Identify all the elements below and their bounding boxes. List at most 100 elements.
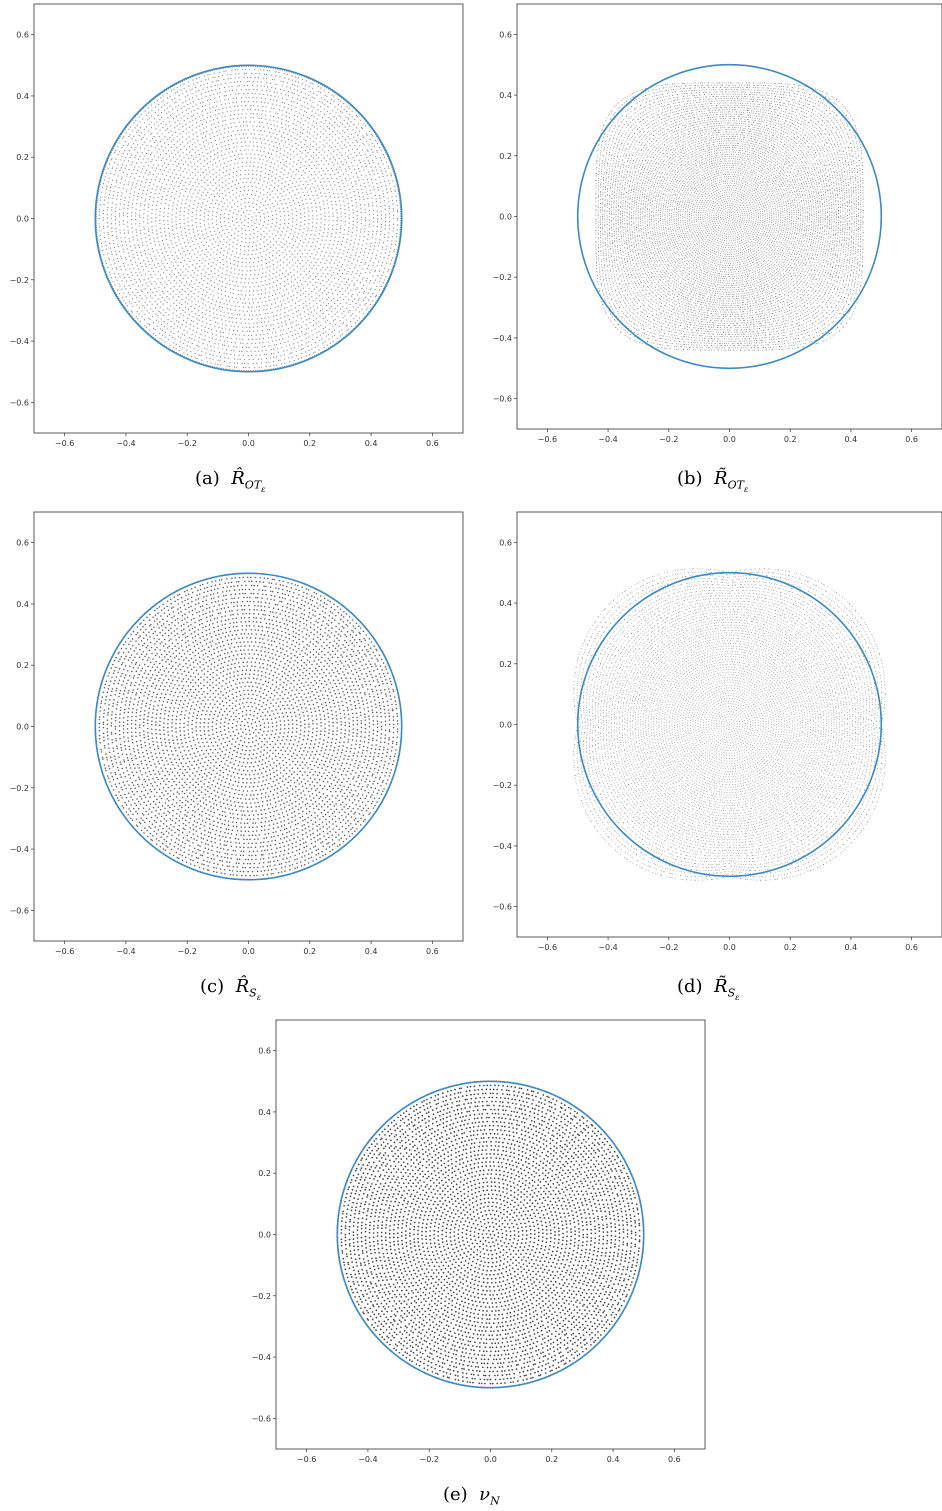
- data-point: [308, 132, 311, 134]
- data-point: [280, 122, 283, 124]
- data-point: [388, 224, 391, 226]
- data-point: [265, 325, 267, 327]
- data-point: [153, 136, 155, 138]
- data-point: [173, 169, 175, 171]
- data-point: [312, 284, 314, 286]
- data-point: [329, 252, 331, 254]
- data-point: [175, 261, 177, 263]
- data-point: [244, 149, 246, 151]
- data-point: [362, 196, 365, 198]
- x-tick-label-a: −0.2: [177, 439, 196, 448]
- data-point: [151, 225, 153, 227]
- data-point: [190, 290, 192, 292]
- data-point: [137, 291, 139, 293]
- data-point: [383, 196, 385, 198]
- data-point: [192, 316, 194, 318]
- data-point: [277, 185, 280, 187]
- data-point: [255, 253, 257, 255]
- data-point: [172, 265, 175, 267]
- data-point: [279, 283, 281, 285]
- data-point: [340, 188, 342, 190]
- data-point: [210, 203, 212, 205]
- data-point: [284, 311, 286, 314]
- data-point: [207, 268, 209, 270]
- data-point: [362, 142, 364, 144]
- data-point: [292, 171, 294, 173]
- data-point: [185, 281, 188, 283]
- data-point: [252, 330, 255, 332]
- data-point: [118, 292, 121, 295]
- data-point: [183, 184, 185, 186]
- data-point: [368, 219, 371, 221]
- data-point: [265, 208, 267, 210]
- data-point: [370, 166, 372, 168]
- data-point: [205, 241, 208, 244]
- data-point: [313, 97, 315, 99]
- data-point: [172, 337, 174, 339]
- data-point: [245, 290, 247, 292]
- data-point: [284, 136, 286, 139]
- data-point: [178, 114, 180, 116]
- data-point: [159, 178, 161, 180]
- data-point: [382, 261, 384, 264]
- data-point: [269, 291, 271, 293]
- data-point: [244, 101, 246, 103]
- data-point: [240, 199, 243, 201]
- data-point: [160, 301, 162, 303]
- data-point: [312, 120, 315, 122]
- data-point: [328, 215, 330, 218]
- data-point: [392, 203, 394, 205]
- data-point: [144, 325, 146, 327]
- data-point: [332, 243, 334, 245]
- data-point: [393, 214, 395, 217]
- data-point: [342, 196, 344, 198]
- data-point: [209, 258, 211, 261]
- data-point: [303, 128, 305, 131]
- data-point: [292, 165, 294, 167]
- data-point: [199, 129, 201, 131]
- data-point: [347, 142, 349, 144]
- data-point: [166, 194, 168, 197]
- data-point: [301, 104, 303, 107]
- data-point: [259, 69, 261, 71]
- data-point: [151, 212, 153, 215]
- data-point: [325, 160, 327, 162]
- data-point: [190, 351, 192, 353]
- data-point: [151, 209, 153, 211]
- data-point: [314, 346, 316, 348]
- data-point: [259, 243, 261, 245]
- data-point: [218, 138, 221, 140]
- data-point: [169, 176, 171, 178]
- data-point: [315, 254, 317, 256]
- data-point: [189, 140, 191, 142]
- data-point: [300, 289, 302, 291]
- data-point: [243, 185, 245, 188]
- data-point: [356, 221, 358, 223]
- data-point: [170, 90, 173, 92]
- data-point: [254, 310, 256, 312]
- data-point: [202, 269, 204, 271]
- data-point: [187, 239, 189, 241]
- data-point: [269, 148, 271, 150]
- data-point: [209, 94, 211, 96]
- data-point: [140, 114, 142, 116]
- data-point: [136, 265, 138, 267]
- data-point: [187, 277, 189, 279]
- data-point: [133, 195, 135, 197]
- data-point: [125, 296, 127, 298]
- data-point: [301, 357, 303, 359]
- data-point: [164, 231, 166, 233]
- data-point: [302, 232, 304, 234]
- data-point: [228, 178, 230, 180]
- data-point: [112, 179, 114, 181]
- data-point: [271, 332, 274, 334]
- data-point: [199, 158, 201, 160]
- data-point: [320, 262, 322, 264]
- data-point: [183, 145, 185, 147]
- data-point: [206, 344, 209, 346]
- data-point: [229, 196, 231, 198]
- data-point: [304, 215, 306, 218]
- data-point: [142, 144, 144, 146]
- data-point: [163, 142, 166, 144]
- data-point: [223, 128, 226, 130]
